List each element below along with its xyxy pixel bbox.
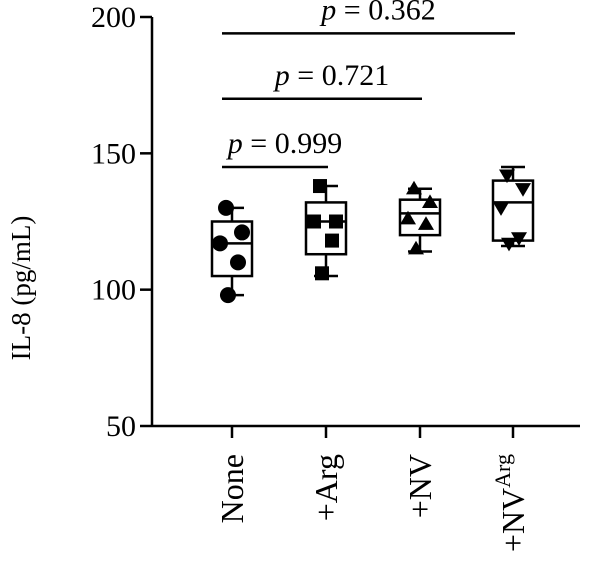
y-axis-title: IL-8 (pg/mL) xyxy=(6,216,36,361)
data-point-triangle-up xyxy=(408,240,424,255)
data-point-square xyxy=(325,233,339,248)
data-point-triangle-up xyxy=(406,180,422,195)
data-point-square xyxy=(307,214,321,229)
box-plot xyxy=(304,184,348,278)
category-name: None xyxy=(214,454,250,523)
x-axis-labels: None +Arg +NV+NVArg xyxy=(214,454,531,552)
data-point-triangle-up xyxy=(422,194,438,209)
data-point-triangle-down xyxy=(499,169,515,184)
data-point-triangle-down xyxy=(511,232,527,246)
x-category-label: +Arg xyxy=(308,454,344,521)
p-value-label: p = 0.362 xyxy=(319,0,435,26)
p-symbol: p xyxy=(226,127,243,160)
y-tick-label: 150 xyxy=(91,137,136,170)
data-point-square xyxy=(313,179,327,194)
data-point-circle xyxy=(212,235,228,252)
data-point-circle xyxy=(234,224,250,241)
data-point-triangle-up xyxy=(418,216,434,230)
data-point-circle xyxy=(218,199,234,216)
p-value-label: p = 0.721 xyxy=(273,59,389,92)
p-symbol: p xyxy=(273,59,290,92)
data-point-triangle-down xyxy=(515,183,531,197)
iqr-box xyxy=(304,201,348,256)
category-superscript: Arg xyxy=(490,454,515,488)
p-value-text: = 0.362 xyxy=(336,0,435,26)
y-tick-label: 200 xyxy=(91,1,136,34)
axes: 50 100 150 200 xyxy=(91,1,580,443)
x-category-label: +NV xyxy=(402,454,438,518)
data-points xyxy=(212,169,531,304)
data-point-triangle-down xyxy=(501,237,517,252)
box-plots xyxy=(210,165,535,297)
data-point-square xyxy=(315,266,329,281)
p-value-text: = 0.721 xyxy=(290,59,389,92)
y-tick-label: 50 xyxy=(106,410,136,443)
x-category-label: +NVArg xyxy=(490,454,531,552)
data-point-triangle-down xyxy=(493,202,509,216)
category-name: +NV xyxy=(402,454,438,518)
data-point-circle xyxy=(220,287,236,304)
data-point-square xyxy=(329,214,343,229)
data-point-triangle-up xyxy=(400,210,416,225)
box-plot xyxy=(210,206,254,297)
iqr-box xyxy=(210,220,254,278)
category-name: +Arg xyxy=(308,454,344,521)
category-name: +NV xyxy=(495,488,531,552)
data-point-circle xyxy=(230,254,246,271)
y-tick-label: 100 xyxy=(91,274,136,307)
p-value-label: p = 0.999 xyxy=(226,127,342,160)
p-value-text: = 0.999 xyxy=(243,127,342,160)
iqr-box xyxy=(398,198,442,237)
x-category-label: None xyxy=(214,454,250,523)
p-symbol: p xyxy=(319,0,336,26)
